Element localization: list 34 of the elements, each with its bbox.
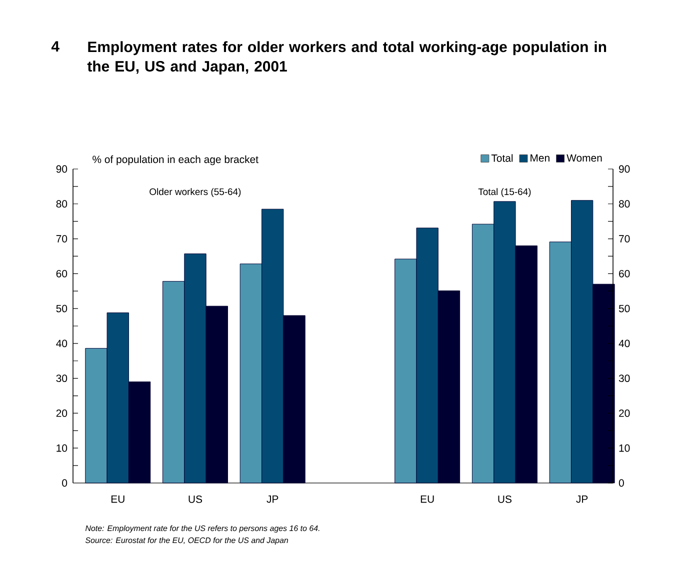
y2-tick-label: 90 <box>619 165 630 173</box>
x-tick-label: EU <box>420 496 434 503</box>
x-tick-label: EU <box>111 496 124 503</box>
chart-title: Employment rates for older workers and total working-age population in the EU, US and Japan, 2001 <box>87 41 606 75</box>
y2-tick-label: 40 <box>618 340 630 348</box>
y-tick-label: 50 <box>56 304 68 312</box>
y2-tick-label: 70 <box>619 235 630 242</box>
annotation: Total (15-64) <box>478 188 531 197</box>
x-tick-label: US <box>188 496 202 503</box>
y2-tick-label: 80 <box>618 200 630 208</box>
y-tick-label: 60 <box>56 270 68 278</box>
y2-tick-label: 30 <box>618 374 630 382</box>
y-tick-label: 10 <box>56 444 68 452</box>
legend-label: Total <box>491 154 513 162</box>
x-tick-label: JP <box>266 496 278 503</box>
legend-label: Women <box>566 154 602 162</box>
y-tick-label: 70 <box>56 235 68 242</box>
y-tick-label: 90 <box>56 165 68 173</box>
y2-tick-label: 0 <box>618 479 624 487</box>
text: 4 <box>51 41 60 52</box>
x-tick-label: JP <box>576 496 588 503</box>
y-axis-title: % of population in each age bracket <box>92 155 258 166</box>
y2-tick-label: 60 <box>619 270 630 278</box>
y2-tick-label: 50 <box>618 304 630 312</box>
annotation: Older workers (55-64) <box>150 188 241 197</box>
x-tick-label: US <box>498 496 512 503</box>
y-tick-label: 40 <box>56 340 68 348</box>
y-tick-label: 30 <box>56 374 68 382</box>
y-tick-label: 0 <box>62 479 68 487</box>
y-tick-label: 80 <box>56 200 68 208</box>
y2-tick-label: 20 <box>619 410 630 417</box>
y2-tick-label: 10 <box>619 444 630 452</box>
legend-label: Men <box>530 154 550 162</box>
y-tick-label: 20 <box>56 410 68 417</box>
